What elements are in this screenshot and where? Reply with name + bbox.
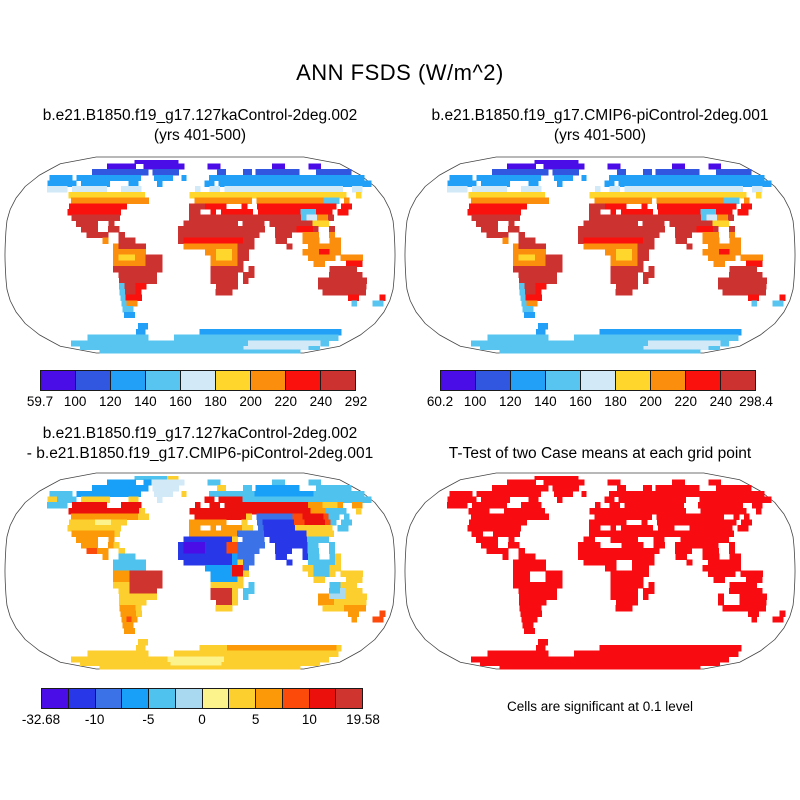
panel2-colorbar bbox=[440, 370, 756, 391]
colorbar-segment bbox=[581, 371, 616, 390]
colorbar-segment bbox=[336, 689, 362, 708]
colorbar-tick-label: 160 bbox=[569, 394, 592, 409]
colorbar-tick-label: 220 bbox=[274, 394, 298, 409]
colorbar-segment bbox=[41, 371, 76, 390]
colorbar-tick-label: 100 bbox=[63, 394, 87, 409]
colorbar-segment bbox=[181, 371, 216, 390]
colorbar-tick-label: 180 bbox=[604, 394, 627, 409]
panel1-title-line1: b.e21.B1850.f19_g17.127kaControl-2deg.00… bbox=[42, 107, 358, 124]
panel-difference: b.e21.B1850.f19_g17.127kaControl-2deg.00… bbox=[0, 424, 400, 728]
colorbar-tick-label: 292 bbox=[344, 394, 368, 409]
colorbar-tick-label: 19.58 bbox=[346, 712, 380, 727]
colorbar-segment bbox=[282, 689, 310, 708]
panel3-title: b.e21.B1850.f19_g17.127kaControl-2deg.00… bbox=[0, 424, 400, 464]
panel2-title-line1: b.e21.B1850.f19_g17.CMIP6-piControl-2deg… bbox=[431, 107, 769, 124]
colorbar-tick-label: 120 bbox=[498, 394, 522, 409]
panel3-title-line1: b.e21.B1850.f19_g17.127kaControl-2deg.00… bbox=[42, 425, 358, 442]
panel4-title: T-Test of two Case means at each grid po… bbox=[400, 444, 800, 464]
colorbar-segment bbox=[256, 689, 283, 708]
colorbar-tick-label: 220 bbox=[674, 394, 698, 409]
colorbar-tick-label: -5 bbox=[142, 712, 155, 727]
colorbar-segment bbox=[511, 371, 546, 390]
panel1-colorbar-labels: 59.7 100 120 140 160 180 200 220 240 292 bbox=[27, 394, 367, 410]
colorbar-tick-label: 298.4 bbox=[739, 394, 773, 409]
panel2-title-line2: (yrs 401-500) bbox=[553, 127, 647, 144]
colorbar-tick-label: 5 bbox=[251, 712, 260, 727]
colorbar-segment bbox=[216, 371, 251, 390]
colorbar-tick-label: -32.68 bbox=[21, 712, 61, 727]
colorbar-segment bbox=[286, 371, 321, 390]
colorbar-segment bbox=[95, 689, 123, 708]
colorbar-segment bbox=[68, 689, 96, 708]
panel2-title: b.e21.B1850.f19_g17.CMIP6-piControl-2deg… bbox=[400, 106, 800, 146]
colorbar-tick-label: 10 bbox=[301, 712, 317, 727]
colorbar-segment bbox=[651, 371, 686, 390]
colorbar-tick-label: 100 bbox=[463, 394, 487, 409]
colorbar-segment bbox=[149, 689, 176, 708]
colorbar-tick-label: 200 bbox=[239, 394, 262, 409]
colorbar-segment bbox=[42, 689, 69, 708]
panel3-title-line2: - b.e21.B1850.f19_g17.CMIP6-piControl-2d… bbox=[26, 445, 374, 462]
panel3-colorbar bbox=[41, 688, 363, 709]
colorbar-tick-label: 59.7 bbox=[26, 394, 54, 409]
panel-case2: b.e21.B1850.f19_g17.CMIP6-piControl-2deg… bbox=[400, 0, 800, 800]
colorbar-segment bbox=[122, 689, 149, 708]
colorbar-segment bbox=[229, 689, 256, 708]
colorbar-tick-label: -10 bbox=[84, 712, 105, 727]
significance-caption: Cells are significant at 0.1 level bbox=[506, 699, 694, 714]
colorbar-segment bbox=[686, 371, 721, 390]
panel-ttest: T-Test of two Case means at each grid po… bbox=[400, 0, 800, 800]
panel2-colorbar-labels: 60.2 100 120 140 160 180 200 220 240 298.4 bbox=[427, 394, 773, 410]
panel3-map bbox=[4, 472, 396, 670]
colorbar-segment bbox=[251, 371, 286, 390]
colorbar-tick-label: 160 bbox=[169, 394, 192, 409]
figure-title: ANN FSDS (W/m^2) bbox=[296, 60, 504, 85]
colorbar-tick-label: 180 bbox=[204, 394, 227, 409]
colorbar-segment bbox=[546, 371, 581, 390]
colorbar-tick-label: 140 bbox=[534, 394, 557, 409]
colorbar-segment bbox=[441, 371, 476, 390]
panel1-title: b.e21.B1850.f19_g17.127kaControl-2deg.00… bbox=[0, 106, 400, 146]
panel2-map bbox=[404, 156, 796, 354]
panel3-colorbar-labels: -32.68 -10 -5 0 5 10 19.58 bbox=[22, 712, 380, 728]
colorbar-tick-label: 120 bbox=[98, 394, 122, 409]
colorbar-tick-label: 240 bbox=[709, 394, 733, 409]
colorbar-segment bbox=[76, 371, 111, 390]
colorbar-segment bbox=[309, 689, 337, 708]
panel4-map bbox=[404, 472, 796, 670]
panel1-title-line2: (yrs 401-500) bbox=[153, 127, 247, 144]
colorbar-segment bbox=[616, 371, 651, 390]
colorbar-tick-label: 200 bbox=[639, 394, 662, 409]
panel1-colorbar bbox=[40, 370, 356, 391]
colorbar-segment bbox=[202, 689, 230, 708]
colorbar-segment bbox=[321, 371, 355, 390]
colorbar-segment bbox=[476, 371, 511, 390]
panel4-title-line1: T-Test of two Case means at each grid po… bbox=[448, 445, 752, 462]
panel-case1: b.e21.B1850.f19_g17.127kaControl-2deg.00… bbox=[0, 106, 400, 410]
panel1-map bbox=[4, 156, 396, 354]
colorbar-tick-label: 60.2 bbox=[426, 394, 454, 409]
colorbar-segment bbox=[721, 371, 755, 390]
colorbar-tick-label: 0 bbox=[198, 712, 206, 727]
colorbar-segment bbox=[146, 371, 181, 390]
colorbar-tick-label: 140 bbox=[134, 394, 157, 409]
colorbar-segment bbox=[175, 689, 203, 708]
colorbar-segment bbox=[111, 371, 146, 390]
colorbar-tick-label: 240 bbox=[309, 394, 333, 409]
